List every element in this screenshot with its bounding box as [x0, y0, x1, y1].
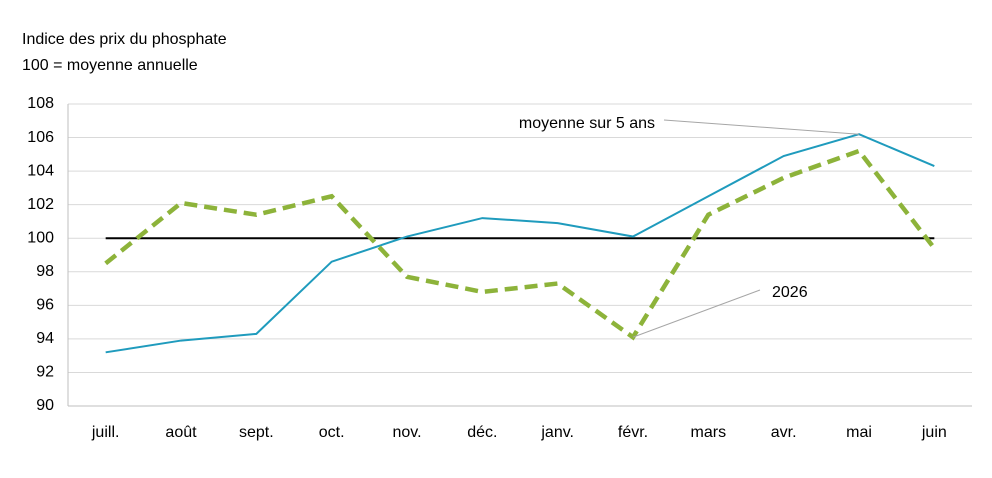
chart-title: Indice des prix du phosphate	[22, 31, 227, 48]
series-line	[105, 133, 935, 354]
x-tick-label: oct.	[319, 424, 345, 441]
series-line	[104, 148, 937, 341]
x-tick-label: févr.	[618, 424, 648, 441]
y-tick-label: 98	[36, 263, 54, 280]
x-tick-label: nov.	[392, 424, 421, 441]
y-tick-label: 94	[36, 330, 54, 347]
x-tick-label: avr.	[771, 424, 797, 441]
leader-line	[663, 119, 860, 135]
y-tick-label: 104	[27, 162, 54, 179]
x-tick-label: mars	[691, 424, 727, 441]
y-tick-label: 102	[27, 196, 54, 213]
y-tick-label: 108	[27, 95, 54, 112]
chart-subtitle: 100 = moyenne annuelle	[22, 57, 198, 74]
y-tick-label: 96	[36, 297, 54, 314]
x-tick-label: sept.	[239, 424, 274, 441]
x-tick-label: août	[165, 424, 197, 441]
x-tick-label: déc.	[467, 424, 497, 441]
y-tick-label: 106	[27, 129, 54, 146]
series-label: moyenne sur 5 ans	[519, 115, 655, 132]
x-tick-label: mai	[846, 424, 872, 441]
y-tick-label: 92	[36, 364, 54, 381]
x-tick-label: janv.	[540, 424, 574, 441]
x-tick-label: juin	[921, 424, 947, 441]
y-tick-label: 90	[36, 397, 54, 414]
leader-line	[632, 289, 761, 338]
series-label: 2026	[772, 284, 808, 301]
x-tick-label: juill.	[91, 424, 120, 441]
y-tick-label: 100	[27, 229, 54, 246]
